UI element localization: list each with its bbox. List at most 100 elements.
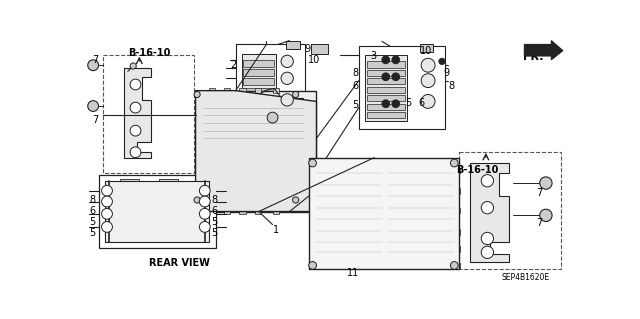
Text: 5: 5 — [405, 98, 412, 108]
Bar — [224, 88, 230, 93]
Bar — [367, 87, 405, 93]
Text: SEP4B1620E: SEP4B1620E — [501, 273, 549, 282]
Circle shape — [200, 221, 210, 232]
Bar — [311, 44, 328, 54]
Text: 3: 3 — [371, 51, 376, 61]
Circle shape — [481, 232, 493, 245]
Bar — [359, 46, 445, 129]
Bar — [243, 69, 274, 76]
Circle shape — [102, 221, 113, 232]
Text: 2: 2 — [230, 60, 236, 70]
Bar — [454, 229, 460, 235]
Circle shape — [392, 56, 399, 64]
Text: B-16-10: B-16-10 — [456, 165, 499, 175]
Bar — [367, 112, 405, 118]
Text: 8: 8 — [353, 68, 359, 78]
Text: 10: 10 — [420, 46, 433, 56]
Text: 8: 8 — [211, 195, 217, 205]
Circle shape — [481, 246, 493, 258]
Bar — [310, 168, 316, 173]
Text: 6: 6 — [418, 98, 424, 108]
Bar — [239, 209, 246, 214]
Bar — [255, 209, 261, 214]
Circle shape — [540, 177, 552, 189]
Bar — [367, 104, 405, 110]
Text: 11: 11 — [348, 268, 360, 278]
Circle shape — [382, 56, 390, 64]
Text: 7: 7 — [92, 55, 99, 65]
Circle shape — [421, 58, 435, 72]
Circle shape — [392, 100, 399, 108]
Bar — [367, 70, 405, 76]
Text: 1: 1 — [273, 225, 278, 234]
Text: 8: 8 — [90, 195, 95, 205]
Text: REAR VIEW: REAR VIEW — [149, 258, 210, 268]
Circle shape — [102, 196, 113, 207]
Bar — [243, 87, 274, 94]
Bar — [255, 88, 261, 93]
Circle shape — [292, 92, 299, 98]
Bar — [120, 179, 140, 187]
Circle shape — [281, 94, 293, 106]
Bar — [310, 246, 316, 252]
Bar — [273, 209, 279, 214]
Text: 5: 5 — [90, 228, 95, 239]
Text: 7: 7 — [536, 218, 542, 228]
Circle shape — [200, 208, 210, 219]
Text: 5: 5 — [353, 100, 359, 110]
Circle shape — [451, 159, 458, 167]
Polygon shape — [308, 158, 459, 269]
Circle shape — [130, 125, 141, 136]
Circle shape — [421, 94, 435, 108]
Text: 9: 9 — [444, 68, 450, 78]
Bar — [273, 88, 279, 93]
Bar — [367, 95, 405, 101]
Bar — [454, 208, 460, 213]
Bar — [454, 168, 460, 173]
Bar — [310, 263, 316, 269]
Bar — [316, 165, 382, 264]
Bar — [204, 98, 303, 141]
Bar — [285, 41, 300, 49]
Polygon shape — [524, 41, 563, 60]
Bar — [388, 165, 454, 264]
Bar — [239, 88, 246, 93]
Bar — [242, 54, 276, 117]
Text: 7: 7 — [536, 189, 542, 198]
Bar — [459, 152, 561, 269]
Bar — [159, 179, 178, 187]
Circle shape — [130, 147, 141, 158]
Circle shape — [88, 101, 99, 111]
Circle shape — [102, 208, 113, 219]
Circle shape — [540, 209, 552, 221]
Text: 6: 6 — [90, 206, 95, 216]
Text: 6: 6 — [211, 206, 217, 216]
Polygon shape — [196, 91, 316, 211]
Circle shape — [292, 197, 299, 203]
Circle shape — [281, 55, 293, 68]
Text: 8: 8 — [448, 81, 454, 91]
Bar — [367, 61, 405, 68]
Circle shape — [308, 159, 316, 167]
Circle shape — [281, 72, 293, 85]
Bar — [454, 263, 460, 269]
Text: 6: 6 — [353, 81, 359, 91]
Circle shape — [102, 185, 113, 196]
Circle shape — [200, 185, 210, 196]
Circle shape — [451, 262, 458, 269]
Bar — [204, 146, 303, 177]
Bar — [310, 208, 316, 213]
Circle shape — [392, 73, 399, 81]
Circle shape — [481, 202, 493, 214]
Bar — [310, 229, 316, 235]
Circle shape — [481, 174, 493, 187]
Bar — [454, 189, 460, 194]
Bar — [243, 97, 274, 104]
Bar — [103, 55, 194, 173]
Circle shape — [194, 92, 200, 98]
Bar — [132, 223, 174, 237]
Bar — [367, 78, 405, 85]
Circle shape — [382, 100, 390, 108]
Bar — [243, 60, 274, 67]
Circle shape — [200, 196, 210, 207]
